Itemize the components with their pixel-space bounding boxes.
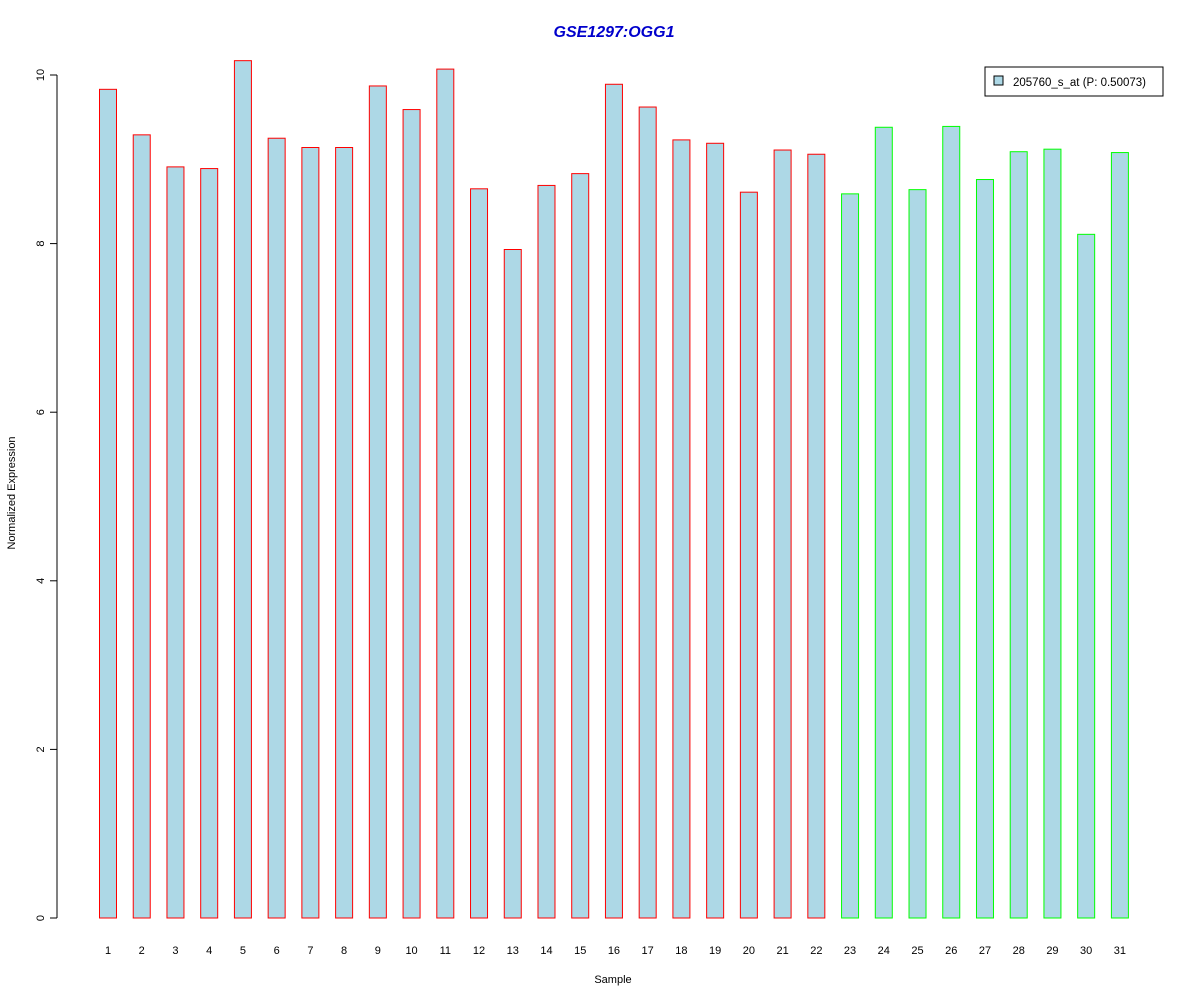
y-axis-ticks: 0 2 4 6 8 10 [35,69,57,921]
x-tick-label: 15 [574,945,586,957]
legend-box [984,66,1164,97]
bar-sample-4 [200,168,219,919]
x-tick-label: 28 [1013,945,1025,957]
x-axis-tick-labels: 1 2 3 4 5 6 7 8 9 10 11 12 13 14 15 16 17 18 19 20 21 22 23 24 2… [105,945,1126,957]
x-tick-label: 22 [810,945,822,957]
bar-sample-15 [571,173,590,919]
x-tick-label: 10 [405,945,417,957]
y-tick-label: 6 [35,409,47,415]
y-tick-label: 0 [35,915,47,921]
x-tick-label: 1 [105,945,111,957]
bar-sample-1 [99,88,117,919]
x-tick-label: 21 [776,945,788,957]
bar-sample-22 [807,153,826,919]
legend-swatch [993,75,1004,86]
x-tick-label: 13 [507,945,519,957]
bar-sample-3 [166,166,185,919]
bar-sample-27 [975,179,994,919]
bar-sample-18 [672,139,691,919]
bar-sample-9 [368,85,387,919]
bar-sample-24 [874,126,893,919]
x-tick-label: 11 [440,945,451,957]
bar-sample-25 [908,189,927,919]
bar-sample-5 [233,60,252,919]
x-tick-label: 5 [240,945,246,957]
x-tick-label: 14 [540,945,552,957]
x-tick-label: 19 [709,945,721,957]
bar-sample-11 [436,68,455,919]
bar-sample-2 [132,134,151,919]
bar-sample-13 [503,249,522,919]
bar-sample-26 [942,125,961,919]
chart-title: GSE1297:OGG1 [554,24,675,41]
bar-sample-30 [1077,233,1096,919]
bar-sample-31 [1110,152,1129,919]
x-tick-label: 12 [473,945,485,957]
bar-sample-14 [537,184,556,919]
y-tick-label: 8 [35,241,47,247]
x-tick-label: 25 [911,945,923,957]
bar-sample-29 [1043,148,1062,919]
bar-sample-7 [301,147,320,919]
x-axis-label: Sample [594,974,631,986]
x-tick-label: 16 [608,945,620,957]
bar-sample-23 [841,193,860,919]
x-tick-label: 2 [139,945,145,957]
x-tick-label: 20 [743,945,755,957]
bar-sample-16 [604,83,623,919]
x-tick-label: 3 [172,945,178,957]
legend-label: 205760_s_at (P: 0.50073) [1013,77,1146,89]
bar-sample-21 [773,149,792,919]
x-tick-label: 8 [341,945,347,957]
x-tick-label: 9 [375,945,381,957]
x-tick-label: 23 [844,945,856,957]
x-tick-label: 29 [1046,945,1058,957]
bar-sample-12 [470,188,489,919]
x-tick-label: 6 [274,945,280,957]
x-tick-label: 17 [642,945,654,957]
x-tick-label: 26 [945,945,957,957]
x-tick-label: 24 [878,945,890,957]
y-tick-label: 4 [35,578,47,584]
bars [99,60,1129,919]
x-tick-label: 18 [675,945,687,957]
bar-sample-17 [638,106,657,919]
bar-sample-10 [402,109,421,919]
legend: 205760_s_at (P: 0.50073) [984,66,1164,97]
x-tick-label: 4 [206,945,212,957]
x-tick-label: 27 [979,945,991,957]
y-tick-label: 2 [35,746,47,752]
y-axis-label: Normalized Expression [6,436,18,549]
x-tick-label: 31 [1114,945,1126,957]
x-tick-label: 7 [307,945,313,957]
x-tick-label: 30 [1080,945,1092,957]
bar-sample-19 [706,142,725,919]
bar-sample-6 [267,137,286,919]
bar-sample-8 [335,147,354,919]
bar-sample-28 [1009,151,1028,919]
y-tick-label: 10 [35,69,47,81]
bar-sample-20 [739,191,758,919]
